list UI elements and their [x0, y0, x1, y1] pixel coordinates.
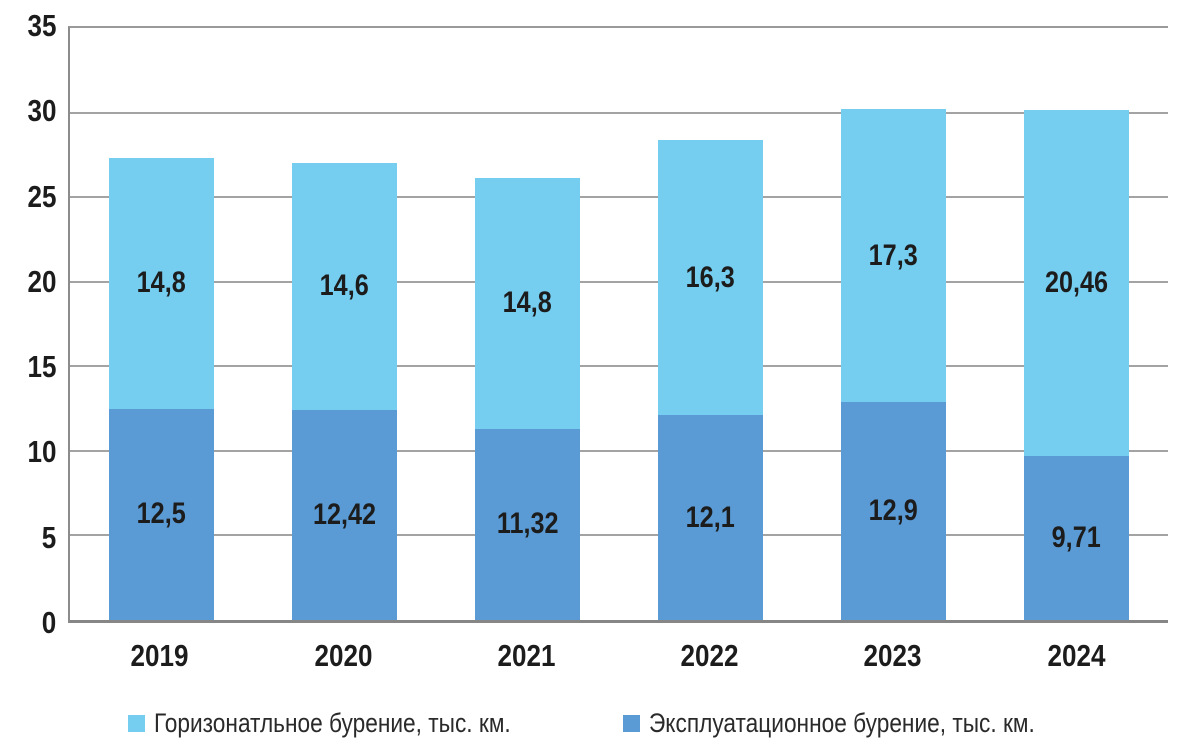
bar-value-label: 9,71 [1051, 520, 1102, 554]
x-axis-labels: 2019 2020 2021 2022 2023 2024 [68, 638, 1168, 674]
bar-group-2020: 12,42 14,6 [253, 28, 436, 620]
bar-value-label: 12,1 [685, 500, 736, 534]
y-axis-tick-text: 10 [27, 434, 56, 470]
x-axis-tick-label: 2024 [985, 638, 1168, 674]
gridline [70, 280, 1168, 283]
bar-value-label: 11,32 [496, 507, 559, 541]
bar-segment[interactable]: 14,8 [109, 158, 214, 409]
bar-segment[interactable]: 20,46 [1024, 109, 1129, 456]
x-axis-tick-label: 2019 [68, 638, 251, 674]
y-axis-tick-text: 15 [27, 349, 56, 385]
gridline [70, 534, 1168, 537]
bar-value-label: 20,46 [1044, 265, 1109, 299]
bar-segment[interactable]: 12,1 [658, 415, 763, 620]
bar-value-label: 16,3 [685, 260, 736, 294]
bar-segment[interactable]: 12,9 [841, 401, 946, 620]
legend-item[interactable]: Эксплуатационное бурение, тыс. км. [623, 701, 1108, 745]
y-axis-tick-text: 0 [41, 605, 56, 640]
bars: 12,5 14,8 12,42 14,6 11,32 14,8 12,1 16,3 12,9 17… [70, 28, 1168, 620]
x-axis-tick-label: 2021 [435, 638, 618, 674]
y-axis-tick-label: 5 [39, 520, 56, 556]
bar-value-label: 12,9 [868, 493, 919, 527]
bar-value-label: 14,6 [319, 269, 370, 303]
legend-swatch [128, 714, 145, 732]
bar-value-label: 14,8 [136, 266, 187, 300]
y-axis-tick-label: 35 [22, 8, 56, 44]
x-axis-tick-text: 2023 [864, 638, 922, 673]
legend: Горизонатльное бурение, тыс. км. Эксплуат… [0, 701, 1181, 745]
gridline [70, 111, 1168, 114]
stacked-bar-2020[interactable]: 12,42 14,6 [292, 28, 397, 620]
y-axis-tick-label: 15 [22, 349, 56, 385]
y-axis-tick-label: 20 [22, 264, 56, 300]
y-axis-tick-label: 10 [22, 434, 56, 470]
y-axis-tick-label: 25 [22, 179, 56, 215]
legend-label: Горизонатльное бурение, тыс. км. [154, 707, 511, 738]
legend-label: Эксплуатационное бурение, тыс. км. [649, 707, 1035, 738]
x-axis-tick-label: 2020 [251, 638, 434, 674]
bar-segment[interactable]: 14,6 [292, 163, 397, 410]
stacked-bar-2019[interactable]: 12,5 14,8 [109, 28, 214, 620]
bar-group-2023: 12,9 17,3 [802, 28, 985, 620]
y-axis-tick-text: 20 [27, 263, 56, 299]
bar-value-label: 12,5 [136, 497, 187, 531]
plot-area: 12,5 14,8 12,42 14,6 11,32 14,8 12,1 16,3 12,9 17… [68, 26, 1168, 623]
bar-value-label: 17,3 [868, 238, 919, 272]
bar-segment[interactable]: 16,3 [658, 139, 763, 416]
x-axis-tick-text: 2024 [1047, 638, 1106, 673]
bar-group-2019: 12,5 14,8 [70, 28, 253, 620]
bar-segment[interactable]: 14,8 [475, 178, 580, 429]
bar-group-2024: 9,71 20,46 [985, 28, 1168, 620]
gridline [70, 449, 1168, 452]
y-axis-tick-text: 25 [27, 178, 56, 214]
x-axis-tick-text: 2022 [680, 638, 739, 673]
stacked-bar-2024[interactable]: 9,71 20,46 [1024, 28, 1129, 620]
stacked-bar-2021[interactable]: 11,32 14,8 [475, 28, 580, 620]
bar-group-2022: 12,1 16,3 [619, 28, 802, 620]
bar-group-2021: 11,32 14,8 [436, 28, 619, 620]
bar-segment[interactable]: 9,71 [1024, 455, 1129, 620]
y-axis-labels: 0 5 10 15 20 25 30 35 [0, 8, 56, 640]
y-axis-tick-text: 35 [27, 8, 56, 43]
x-axis-tick-text: 2021 [497, 638, 556, 673]
y-axis-tick-text: 30 [27, 93, 56, 129]
y-axis-tick-text: 5 [41, 519, 56, 555]
x-axis-tick-label: 2023 [801, 638, 984, 674]
bar-value-label: 12,42 [312, 497, 377, 531]
legend-swatch [623, 714, 640, 732]
x-axis-tick-text: 2020 [314, 638, 372, 673]
legend-item[interactable]: Горизонатльное бурение, тыс. км. [128, 701, 579, 745]
bar-value-label: 14,8 [502, 286, 553, 320]
stacked-bar-2023[interactable]: 12,9 17,3 [841, 28, 946, 620]
bar-segment[interactable]: 17,3 [841, 109, 946, 402]
bar-segment[interactable]: 11,32 [475, 428, 580, 620]
gridline [70, 196, 1168, 199]
y-axis-tick-label: 30 [22, 93, 56, 129]
stacked-bar-2022[interactable]: 12,1 16,3 [658, 28, 763, 620]
bar-segment[interactable]: 12,5 [109, 408, 214, 620]
x-axis-tick-label: 2022 [618, 638, 801, 674]
y-axis-tick-label: 0 [39, 605, 56, 641]
bar-segment[interactable]: 12,42 [292, 409, 397, 620]
gridline [70, 365, 1168, 368]
x-axis-tick-text: 2019 [130, 638, 189, 673]
